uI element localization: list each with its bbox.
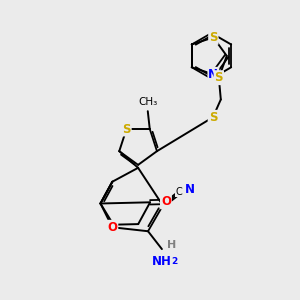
Text: C: C <box>176 187 182 196</box>
Text: CH₃: CH₃ <box>138 97 158 107</box>
Text: S: S <box>208 111 217 124</box>
Text: S: S <box>122 122 131 136</box>
Text: NH: NH <box>152 255 172 268</box>
Text: N: N <box>208 68 218 81</box>
Text: O: O <box>161 195 171 208</box>
Text: 2: 2 <box>171 257 177 266</box>
Text: N: N <box>185 183 195 196</box>
Text: H: H <box>167 240 176 250</box>
Text: S: S <box>214 71 223 84</box>
Text: O: O <box>107 221 117 234</box>
Text: S: S <box>209 31 218 44</box>
